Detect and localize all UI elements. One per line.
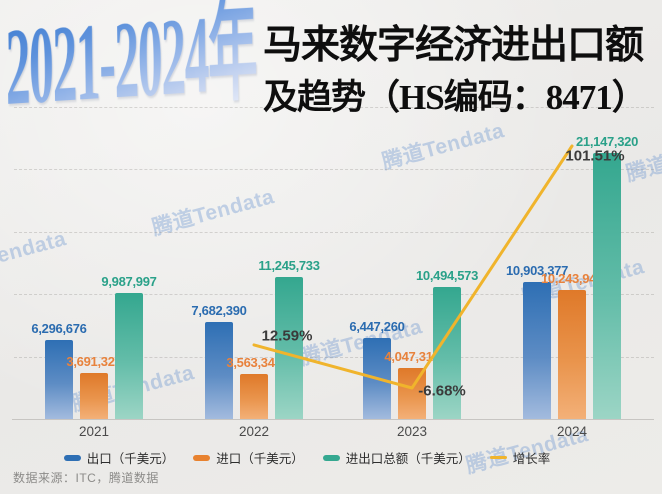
page-title: 马来数字经济进出口额 及趋势（HS编码：8471） — [263, 14, 647, 118]
legend-label: 进口（千美元） — [216, 452, 304, 466]
value-label: 9,987,997 — [101, 274, 157, 290]
value-label: 10,494,573 — [415, 267, 479, 283]
bar-2021-series2 — [115, 293, 143, 419]
value-label: 4,047,313 — [384, 349, 440, 365]
value-label: 6,296,676 — [31, 320, 87, 336]
x-axis-line — [12, 419, 654, 420]
legend-item: 进出口总额（千美元） — [322, 448, 471, 467]
legend-label: 进出口总额（千美元） — [345, 452, 471, 466]
value-label: 21,147,320 — [575, 133, 639, 149]
legend-swatch-icon — [63, 454, 81, 461]
gridline — [14, 231, 654, 233]
years-title: 2021-2024年 — [5, 0, 257, 128]
x-axis-label-2024: 2024 — [556, 424, 588, 439]
x-axis-label-2021: 2021 — [78, 424, 110, 439]
page-title-line2: 及趋势（HS编码：8471） — [263, 78, 647, 117]
bar-2022-series2 — [275, 277, 303, 419]
gridline — [14, 169, 654, 170]
growth-rate-label: -6.68% — [418, 382, 466, 400]
legend-label: 出口（千美元） — [86, 452, 175, 466]
bar-2021-series1 — [80, 372, 108, 419]
bar-2024-series0 — [523, 281, 551, 419]
page-title-line1: 马来数字经济进出口额 — [263, 24, 644, 67]
value-label: 6,447,260 — [349, 318, 405, 334]
bar-2022-series1 — [240, 374, 268, 419]
legend-item: 增长率 — [489, 448, 551, 467]
bar-2024-series1 — [558, 289, 586, 419]
bar-2022-series0 — [205, 322, 233, 419]
legend-item: 进口（千美元） — [193, 448, 304, 467]
bar-2021-series0 — [45, 339, 73, 419]
data-source-note: 数据来源：ITC，腾道数据 — [13, 471, 159, 485]
bar-2024-series2 — [593, 152, 621, 419]
chart-legend: 出口（千美元） 进口（千美元） 进出口总额（千美元） 增长率 — [0, 448, 638, 467]
gridline — [14, 106, 654, 108]
value-label: 11,245,733 — [258, 258, 320, 274]
x-axis-label-2022: 2022 — [238, 424, 270, 439]
legend-label: 增长率 — [512, 452, 551, 466]
value-label: 7,682,390 — [191, 303, 247, 319]
value-label: 3,691,321 — [66, 353, 122, 369]
x-axis-label-2023: 2023 — [396, 424, 428, 439]
legend-item: 出口（千美元） — [63, 448, 175, 467]
value-label: 3,563,343 — [226, 355, 282, 371]
legend-swatch-icon — [489, 456, 507, 459]
legend-swatch-icon — [193, 454, 211, 461]
legend-swatch-icon — [322, 454, 340, 461]
growth-rate-label: 101.51% — [565, 147, 625, 165]
growth-rate-label: 12.59% — [261, 327, 313, 345]
